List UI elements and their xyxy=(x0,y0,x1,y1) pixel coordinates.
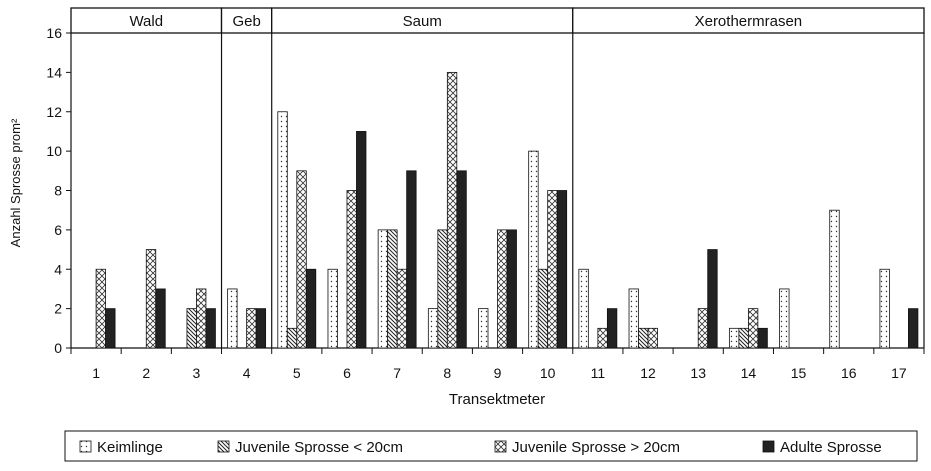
zone-header-box xyxy=(70,7,223,34)
bar-keimlinge xyxy=(528,150,539,349)
x-tick-label: 10 xyxy=(540,365,556,381)
bar-juvenile-gt20 xyxy=(647,327,658,349)
bar-keimlinge xyxy=(277,111,288,349)
legend-label-juvenile-gt20: Juvenile Sprosse > 20cm xyxy=(512,439,680,456)
x-tick-label: 6 xyxy=(343,365,351,381)
y-tick-label: 6 xyxy=(54,222,62,238)
bar-keimlinge xyxy=(879,268,890,349)
bar-juvenile-gt20 xyxy=(95,268,106,349)
x-tick-label: 7 xyxy=(393,365,401,381)
bar-adulte xyxy=(506,229,517,349)
bar-juvenile-gt20 xyxy=(697,308,709,349)
zone-label: Saum xyxy=(403,13,442,30)
y-tick-label: 4 xyxy=(54,261,62,277)
bar-juvenile-lt20 xyxy=(638,327,649,349)
y-tick-label: 10 xyxy=(46,143,62,159)
y-tick-label: 8 xyxy=(54,183,62,199)
bar-juvenile-lt20 xyxy=(186,308,197,349)
y-tick-label: 0 xyxy=(54,340,62,356)
legend-label-keimlinge: Keimlinge xyxy=(97,439,163,456)
zone-header-box xyxy=(220,7,273,34)
bar-adulte xyxy=(556,190,568,349)
x-tick-label: 11 xyxy=(591,365,606,381)
bar-keimlinge xyxy=(478,308,489,349)
x-tick-label: 12 xyxy=(640,365,656,381)
x-tick-label: 17 xyxy=(891,365,907,381)
x-tick-label: 15 xyxy=(791,365,807,381)
bar-adulte xyxy=(105,308,116,349)
bar-juvenile-lt20 xyxy=(437,229,448,349)
bar-juvenile-gt20 xyxy=(497,229,508,349)
y-tick-label: 16 xyxy=(46,25,62,41)
x-tick-label: 5 xyxy=(293,365,301,381)
bar-keimlinge xyxy=(728,327,740,349)
bar-adulte xyxy=(456,170,467,349)
legend-swatch-juvenile-lt20 xyxy=(217,440,230,453)
x-tick-label: 4 xyxy=(243,365,251,381)
x-tick-label: 13 xyxy=(690,365,706,381)
bar-keimlinge xyxy=(377,229,389,349)
y-axis-label: Anzahl Sprosse prom² xyxy=(8,118,23,247)
zone-header-box xyxy=(572,7,925,34)
bar-juvenile-lt20 xyxy=(738,327,749,349)
bar-juvenile-lt20 xyxy=(387,229,398,349)
bar-juvenile-lt20 xyxy=(286,327,298,349)
bar-juvenile-gt20 xyxy=(396,268,408,349)
bar-keimlinge xyxy=(628,288,639,349)
bar-juvenile-gt20 xyxy=(296,170,307,349)
zone-label: Xerothermrasen xyxy=(695,13,803,30)
zone-label: Geb xyxy=(232,13,260,30)
bar-keimlinge xyxy=(779,288,790,349)
bar-juvenile-lt20 xyxy=(537,268,549,349)
legend-box xyxy=(64,430,918,462)
bar-adulte xyxy=(255,308,267,349)
legend-swatch-keimlinge xyxy=(79,440,92,453)
legend-label-juvenile-lt20: Juvenile Sprosse < 20cm xyxy=(235,439,403,456)
bar-keimlinge xyxy=(578,268,589,349)
x-tick-label: 3 xyxy=(193,365,201,381)
bar-juvenile-gt20 xyxy=(597,327,608,349)
legend-label-adulte: Adulte Sprosse xyxy=(780,439,882,456)
bar-juvenile-gt20 xyxy=(196,288,207,349)
bar-adulte xyxy=(356,131,367,349)
bar-keimlinge xyxy=(829,209,840,349)
zones-layer: Wald Geb Saum Xerothermrasen xyxy=(70,7,925,348)
bar-keimlinge xyxy=(227,288,238,349)
legend: Keimlinge Juvenile Sprosse < 20cm Juvenile… xyxy=(64,430,918,462)
bar-adulte xyxy=(305,268,317,349)
x-axis-label: Transektmeter xyxy=(449,391,545,408)
bar-juvenile-gt20 xyxy=(747,308,759,349)
legend-swatch-adulte xyxy=(762,440,775,453)
x-tick-label: 9 xyxy=(494,365,502,381)
legend-swatch-juvenile-gt20 xyxy=(494,440,507,453)
bar-keimlinge xyxy=(327,268,338,349)
bar-juvenile-gt20 xyxy=(446,71,458,349)
y-tick-label: 12 xyxy=(46,104,62,120)
bar-juvenile-gt20 xyxy=(246,308,257,349)
bar-adulte xyxy=(155,288,166,349)
x-tick-label: 16 xyxy=(841,365,857,381)
bar-adulte xyxy=(205,308,216,349)
x-tick-label: 14 xyxy=(741,365,757,381)
x-tick-label: 1 xyxy=(92,365,100,381)
bar-adulte xyxy=(757,327,768,349)
zone-label: Wald xyxy=(129,13,163,30)
bar-adulte xyxy=(908,308,919,349)
bar-juvenile-gt20 xyxy=(346,190,357,349)
bar-adulte xyxy=(707,249,718,349)
bar-adulte xyxy=(606,308,618,349)
bar-adulte xyxy=(406,170,417,349)
x-tick-label: 2 xyxy=(142,365,150,381)
bar-juvenile-gt20 xyxy=(547,190,558,349)
y-tick-label: 14 xyxy=(46,64,62,80)
bar-juvenile-gt20 xyxy=(145,249,157,349)
y-tick-label: 2 xyxy=(54,301,62,317)
bars-layer xyxy=(95,71,919,349)
bar-keimlinge xyxy=(427,308,439,349)
x-tick-label: 8 xyxy=(443,365,451,381)
